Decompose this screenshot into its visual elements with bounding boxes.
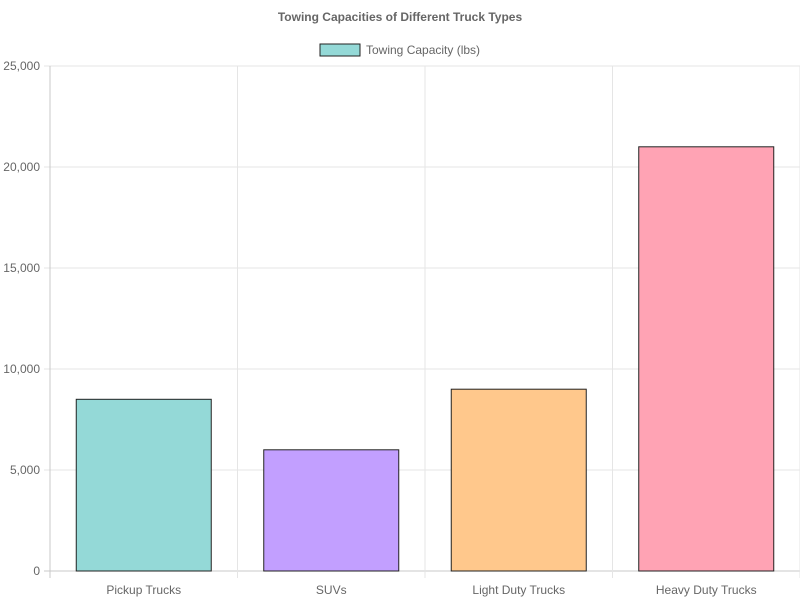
legend-label: Towing Capacity (lbs)	[366, 43, 480, 57]
legend[interactable]: Towing Capacity (lbs)	[319, 43, 480, 57]
y-axis-ticks: 0 5,000 10,000 15,000 20,000 25,000	[3, 59, 40, 578]
y-tick-label: 10,000	[3, 362, 40, 376]
bar[interactable]	[75, 398, 212, 572]
x-tick-label: Light Duty Trucks	[472, 583, 565, 597]
y-tick-label: 25,000	[3, 59, 40, 73]
bar[interactable]	[263, 449, 400, 572]
bar[interactable]	[638, 146, 775, 572]
x-tick-label: Heavy Duty Trucks	[656, 583, 757, 597]
bar[interactable]	[450, 388, 587, 572]
chart-title: Towing Capacities of Different Truck Typ…	[278, 10, 523, 24]
x-tick-label: Pickup Trucks	[106, 583, 181, 597]
x-axis-labels: Pickup Trucks SUVs Light Duty Trucks Heavy …	[106, 583, 756, 597]
bars	[75, 146, 775, 572]
y-tick-label: 20,000	[3, 160, 40, 174]
x-tick-label: SUVs	[316, 583, 347, 597]
y-tick-label: 0	[33, 564, 40, 578]
y-tick-label: 5,000	[10, 463, 40, 477]
legend-swatch	[319, 43, 361, 57]
y-tick-label: 15,000	[3, 261, 40, 275]
